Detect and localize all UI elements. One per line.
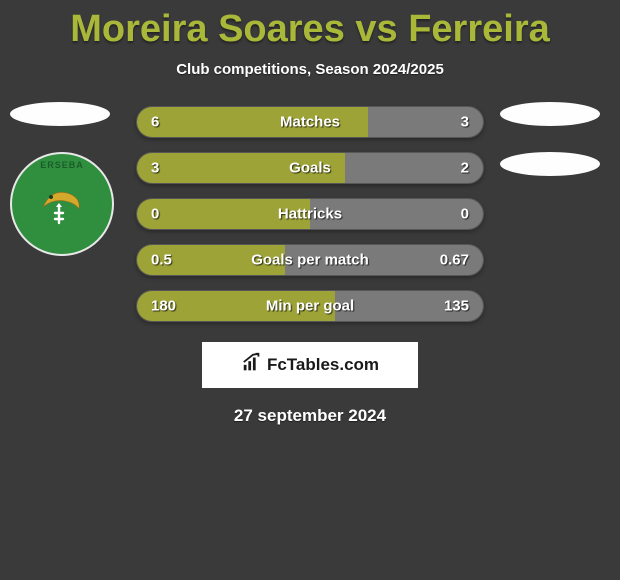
page-title: Moreira Soares vs Ferreira [0, 0, 620, 51]
stat-bar: 63Matches [136, 106, 484, 138]
brand-link[interactable]: FcTables.com [202, 342, 418, 388]
stat-bar: 00Hattricks [136, 198, 484, 230]
club-badge-inner-icon [27, 169, 97, 239]
stat-label: Hattricks [137, 206, 483, 223]
stat-label: Goals [137, 160, 483, 177]
stat-label: Matches [137, 114, 483, 131]
player-avatar-placeholder-right-2 [500, 152, 600, 176]
footer-date: 27 september 2024 [0, 406, 620, 426]
player-avatar-placeholder-right-1 [500, 102, 600, 126]
left-player-column: ERSEBA [10, 102, 114, 256]
stat-bar: 0.50.67Goals per match [136, 244, 484, 276]
chart-icon [241, 352, 263, 379]
club-badge-left: ERSEBA [10, 152, 114, 256]
brand-name: FcTables.com [267, 355, 379, 375]
stat-bar: 32Goals [136, 152, 484, 184]
player-avatar-placeholder-left [10, 102, 110, 126]
comparison-content: ERSEBA 63Matches 32Goals 00Hattricks 0.50.6… [0, 106, 620, 426]
stat-bar: 180135Min per goal [136, 290, 484, 322]
stat-bars-container: 63Matches 32Goals 00Hattricks 0.50.67Goals … [136, 106, 484, 322]
right-player-column [500, 102, 600, 202]
stat-label: Min per goal [137, 298, 483, 315]
page-subtitle: Club competitions, Season 2024/2025 [0, 61, 620, 78]
stat-label: Goals per match [137, 252, 483, 269]
